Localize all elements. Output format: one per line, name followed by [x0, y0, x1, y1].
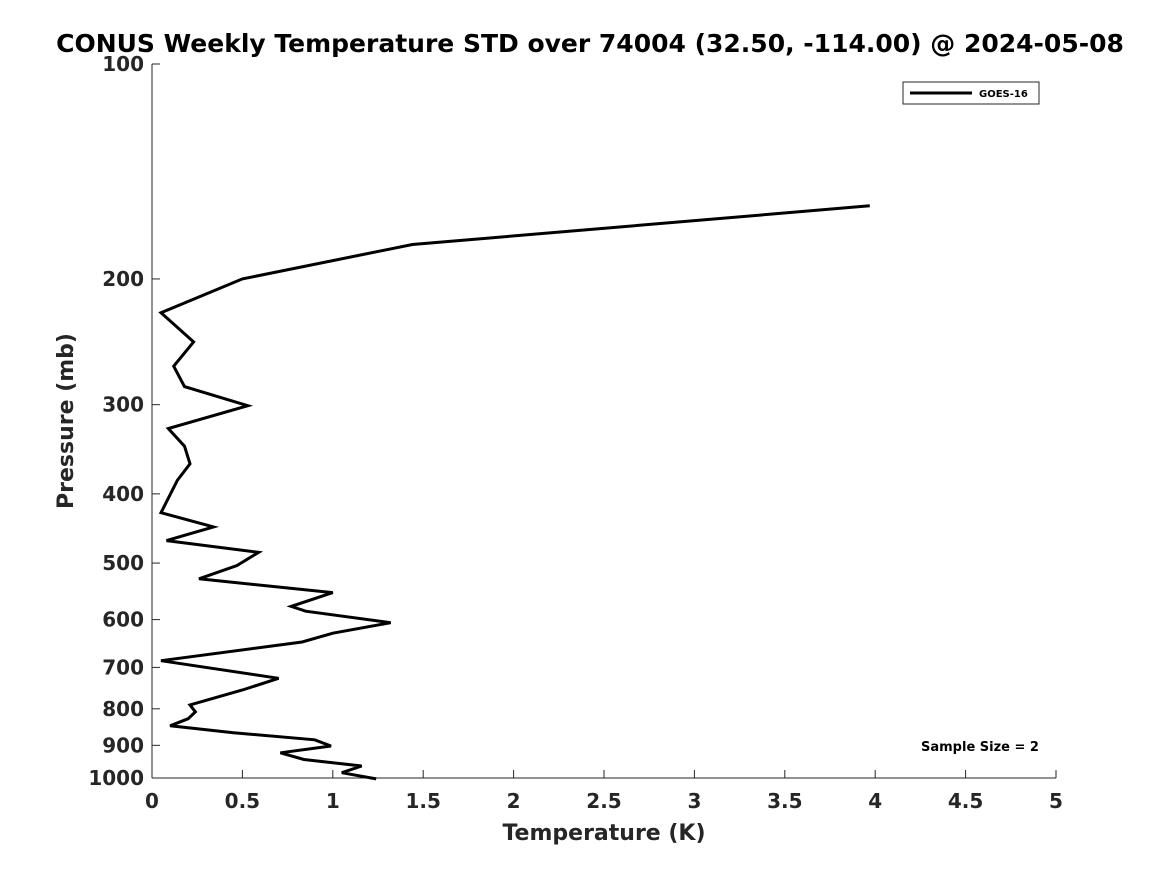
legend-label: GOES-16: [979, 89, 1028, 100]
y-tick-label: 1000: [88, 766, 144, 790]
sample-size-annotation: Sample Size = 2: [921, 740, 1039, 755]
x-tick-label: 4.5: [948, 789, 983, 813]
x-ticks: 0 0.5 1 1.5 2 2.5 3 3.5 4 4.5 5: [145, 770, 1063, 813]
x-tick-label: 1: [326, 789, 340, 813]
y-tick-label: 700: [102, 655, 144, 679]
y-tick-label: 900: [102, 733, 144, 757]
x-tick-label: 2: [507, 789, 521, 813]
y-tick-label: 300: [102, 393, 144, 417]
y-tick-label: 600: [102, 608, 144, 632]
y-tick-label: 100: [102, 52, 144, 76]
x-tick-label: 3.5: [767, 789, 802, 813]
y-ticks: 100 200 300 400 500 600 700 800 900 1000: [88, 52, 160, 790]
series-line: [158, 204, 870, 781]
y-axis-label: Pressure (mb): [54, 333, 79, 509]
x-tick-label: 3: [687, 789, 701, 813]
x-tick-label: 0.5: [225, 789, 260, 813]
y-tick-label: 800: [102, 697, 144, 721]
plot-frame: [152, 64, 1056, 778]
legend: GOES-16: [902, 81, 1040, 105]
y-tick-label: 200: [102, 267, 144, 291]
x-tick-label: 2.5: [586, 789, 621, 813]
x-tick-label: 4: [868, 789, 882, 813]
x-axis-label: Temperature (K): [502, 821, 705, 846]
x-tick-label: 1.5: [405, 789, 440, 813]
y-tick-label: 400: [102, 482, 144, 506]
x-tick-label: 0: [145, 789, 159, 813]
y-tick-label: 500: [102, 551, 144, 575]
x-tick-label: 5: [1049, 789, 1063, 813]
series-layer: [158, 204, 870, 781]
chart-title: CONUS Weekly Temperature STD over 74004 …: [56, 29, 1124, 58]
